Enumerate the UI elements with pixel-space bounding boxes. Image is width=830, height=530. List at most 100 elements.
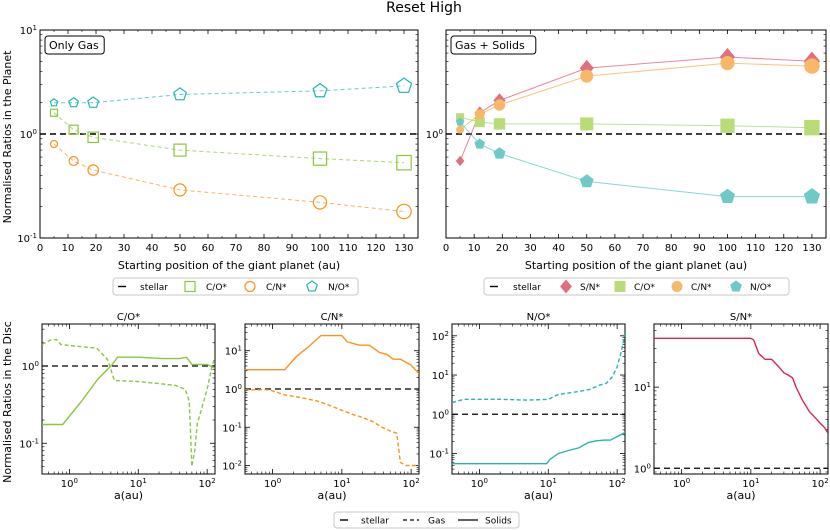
data-point [456,125,465,134]
legend-marker [560,279,572,294]
legend-label: C/N* [266,283,287,293]
data-point [87,164,99,176]
series-solids [42,356,215,426]
panel-label-text: Gas + Solids [455,39,525,52]
x-axis-label: a(au) [317,489,346,502]
x-tick-label: 100 [471,477,488,490]
panel-title: C/O* [117,312,140,323]
data-point [173,183,187,197]
x-tick-label: 120 [774,243,793,254]
legend-label: Solids [485,517,512,527]
series-line [53,112,405,164]
x-tick-label: 30 [118,243,131,254]
data-point [493,99,506,111]
x-tick-label: 40 [552,243,565,254]
y-tick-label: 101 [20,24,37,37]
x-tick-label: 10 [468,243,481,254]
data-point [474,109,485,120]
legend-label: N/O* [328,283,350,293]
data-point [312,151,328,166]
series-cn [49,139,412,220]
data-point [493,147,506,159]
x-tick-label: 30 [524,243,537,254]
series-sn [455,47,821,167]
x-tick-label: 50 [174,243,187,254]
y-tick-label: 100 [225,383,242,396]
legend-frame [333,511,520,529]
legend-top-right: stellar S/N* C/O* C/N* N/O* [483,277,790,296]
panel-label: Gas + Solids [450,35,537,55]
y-tick-label: 100 [426,128,443,141]
plot-frame [653,323,829,475]
series-solids [245,334,419,375]
legend-label: stellar [361,517,389,527]
panel-label-text: Only Gas [49,39,99,52]
data-point [579,174,594,188]
plot-frame [451,323,626,475]
x-tick-label: 130 [394,243,413,254]
figure-title: Reset High [386,0,462,16]
panel-title: S/N* [730,312,752,323]
x-tick-label: 102 [199,477,216,490]
x-tick-label: 70 [637,243,650,254]
data-point [719,188,735,203]
y-label-bottom: Normalised Ratios in the Disc [1,321,14,483]
legend-marker [671,281,683,292]
x-tick-label: 20 [90,243,103,254]
data-point [720,118,735,133]
x-tick-label: 20 [496,243,509,254]
data-point [804,119,820,136]
x-tick-label: 100 [310,243,329,254]
x-tick-label: 100 [61,477,78,490]
legend-label: stellar [140,283,168,293]
y-tick-label: 101 [634,381,651,394]
legend-marker [730,280,742,292]
data-point [580,69,594,83]
x-tick-label: 101 [742,477,759,490]
x-tick-label: 101 [130,477,147,490]
data-point [49,108,59,117]
disc-panel-1: C/O* 100 101 102 10-1 100 a(au) [19,312,215,502]
data-point [580,117,594,131]
x-tick-label: 120 [366,243,385,254]
x-tick-label: 101 [333,477,350,490]
plot-frame [244,323,420,475]
legend-label: Gas [428,517,445,527]
y-tick-label: 10-2 [222,460,242,473]
panel-label-box [450,35,537,55]
series-line [53,143,405,212]
legend-label: stellar [513,283,541,293]
x-tick-label: 102 [609,477,626,490]
x-tick-label: 80 [258,243,271,254]
legend-marker [244,280,256,293]
x-tick-label: 50 [580,243,593,254]
data-point [474,138,486,149]
x-tick-label: 60 [609,243,622,254]
data-point [173,143,187,157]
y-tick-label: 100 [22,360,39,373]
x-axis-label: a(au) [726,489,755,502]
x-tick-label: 101 [540,477,557,490]
panel-label: Only Gas [44,35,105,55]
data-point [173,87,187,101]
legend-marker [184,280,196,293]
data-point [49,139,59,149]
y-tick-label: 10-1 [222,421,242,434]
y-label-top: Normalised Ratios in the Planet [1,50,14,224]
data-point [396,154,412,171]
x-tick-label: 110 [338,243,357,254]
series-gas [245,389,419,467]
x-tick-label: 90 [693,243,706,254]
legend-label: C/O* [206,283,227,293]
x-tick-label: 100 [673,477,690,490]
series-gas [452,331,625,404]
y-tick-label: 101 [432,369,449,382]
legend-label: C/N* [691,283,712,293]
series-line [459,62,812,131]
data-point [312,195,328,210]
series-cn [456,56,820,134]
series-line [459,56,812,162]
series-line [459,116,812,129]
